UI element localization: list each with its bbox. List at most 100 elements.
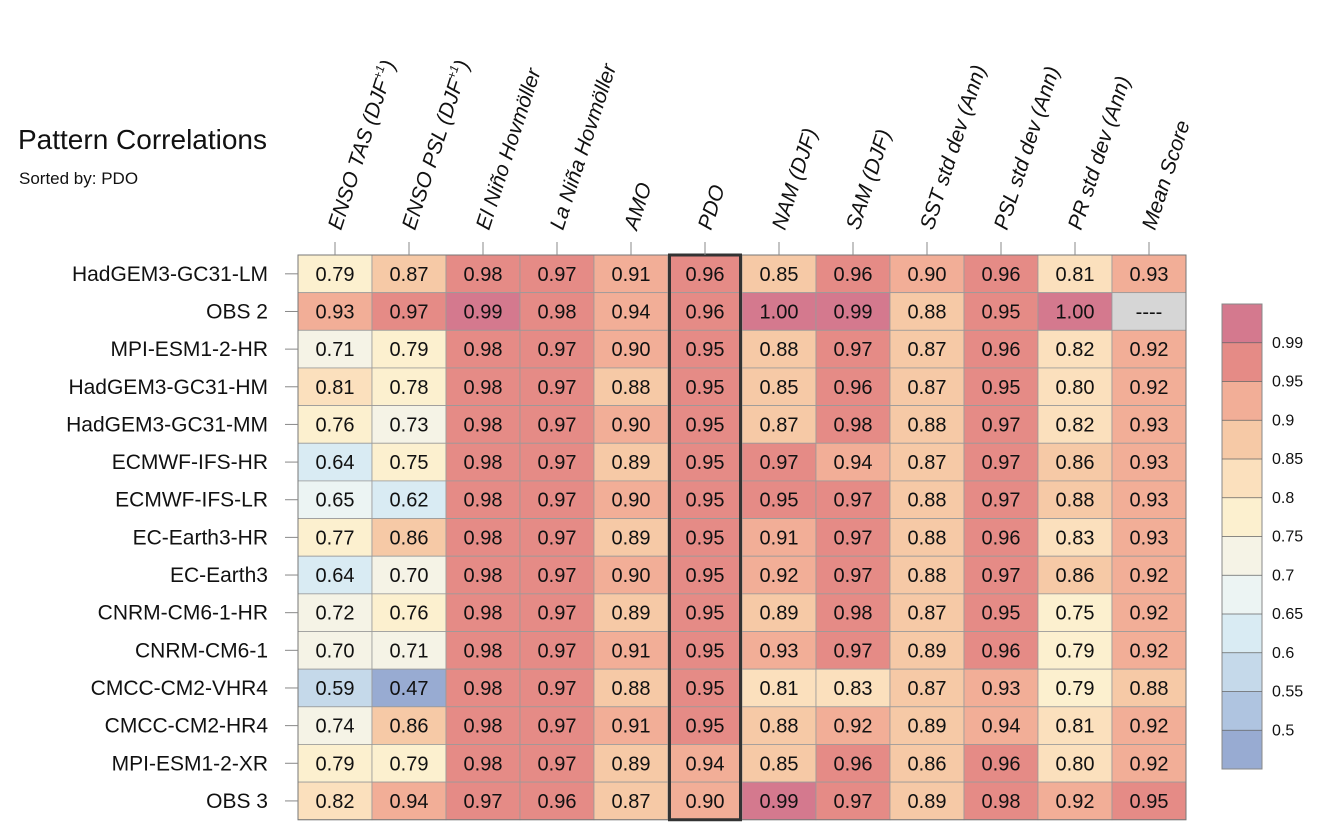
cell-value: 0.97 xyxy=(538,264,577,286)
cell-value: 0.97 xyxy=(538,490,577,512)
heatmap-cell xyxy=(445,555,521,595)
cell-value: 0.89 xyxy=(760,603,799,625)
cell-value: 0.90 xyxy=(612,339,651,361)
cell-value: 0.90 xyxy=(686,791,725,813)
cell-value: 0.62 xyxy=(390,490,429,512)
cell-value: 0.93 xyxy=(1130,527,1169,549)
cell-value: 0.94 xyxy=(612,301,651,323)
heatmap-cell xyxy=(1037,254,1113,294)
cell-value: 0.79 xyxy=(316,264,355,286)
cell-value: 0.92 xyxy=(1130,603,1169,625)
cell-value: 0.94 xyxy=(982,716,1021,738)
heatmap-cell xyxy=(519,555,595,595)
heatmap-cell xyxy=(593,329,669,369)
colorbar-segment xyxy=(1222,381,1262,421)
cell-value: 0.92 xyxy=(1056,791,1095,813)
cell-value: 0.81 xyxy=(316,377,355,399)
cell-value: 0.89 xyxy=(908,640,947,662)
colorbar-label: 0.55 xyxy=(1272,684,1303,701)
heatmap-cell xyxy=(889,518,965,557)
heatmap-cell xyxy=(1037,631,1113,670)
cell-value: 0.86 xyxy=(908,753,947,775)
cell-value: 0.88 xyxy=(612,678,651,700)
heatmap-cell xyxy=(667,781,743,821)
heatmap-cell xyxy=(667,555,743,595)
cell-value: 0.72 xyxy=(316,603,355,625)
cell-value: 0.95 xyxy=(686,565,725,587)
heatmap-cell xyxy=(1037,292,1113,331)
heatmap-cell xyxy=(1111,781,1187,821)
heatmap-cell xyxy=(667,405,743,444)
heatmap-cell xyxy=(889,442,965,482)
heatmap-cell xyxy=(445,706,521,745)
cell-value: 0.89 xyxy=(612,527,651,549)
heatmap-cell xyxy=(519,292,595,331)
heatmap-cell xyxy=(963,668,1039,708)
heatmap-cell xyxy=(889,631,965,670)
cell-value: 0.97 xyxy=(834,527,873,549)
chart-title: Pattern Correlations xyxy=(18,124,268,155)
heatmap-cell xyxy=(963,329,1039,369)
cell-value: 0.95 xyxy=(686,603,725,625)
heatmap-cell xyxy=(963,593,1039,632)
colorbar-segment xyxy=(1222,691,1262,731)
heatmap-cell xyxy=(445,781,521,821)
column-label-sst-std-dev-ann: SST std dev (Ann) xyxy=(916,62,991,232)
cell-value: 0.87 xyxy=(908,339,947,361)
heatmap-cell xyxy=(519,480,595,519)
column-label-enso-psl-djf: ENSO PSL (DJF+1) xyxy=(396,57,474,233)
heatmap-cell xyxy=(371,518,447,557)
heatmap-cell xyxy=(445,518,521,557)
column-label-pdo: PDO xyxy=(694,182,730,232)
row-labels: HadGEM3-GC31-LM OBS 2 MPI-ESM1-2-HR HadGEM3… xyxy=(66,263,298,813)
row-label: CMCC-CM2-VHR4 xyxy=(91,677,269,700)
cell-value: 0.96 xyxy=(982,264,1021,286)
cell-value: 0.97 xyxy=(834,490,873,512)
heatmap-cell xyxy=(889,329,965,369)
cell-value: 0.81 xyxy=(1056,264,1095,286)
cell-value: 0.76 xyxy=(316,414,355,436)
cell-value: 0.95 xyxy=(686,640,725,662)
cell-value: 0.98 xyxy=(464,527,503,549)
cell-value: 0.88 xyxy=(908,490,947,512)
cell-value: 0.98 xyxy=(982,791,1021,813)
heatmap-cell xyxy=(1111,442,1187,482)
heatmap-cell xyxy=(963,480,1039,519)
cell-value: 0.83 xyxy=(834,678,873,700)
cell-value: 0.87 xyxy=(760,414,799,436)
heatmap-cell xyxy=(815,555,891,595)
cell-value: 0.81 xyxy=(760,678,799,700)
heatmap-cell xyxy=(815,480,891,519)
cell-value: 0.97 xyxy=(538,339,577,361)
cell-value: 0.86 xyxy=(1056,452,1095,474)
cell-value: 0.98 xyxy=(464,640,503,662)
column-label-psl-std-dev-ann: PSL std dev (Ann) xyxy=(990,64,1064,233)
cell-value: 0.98 xyxy=(464,377,503,399)
heatmap-cell xyxy=(1037,480,1113,519)
cell-value: 0.87 xyxy=(908,377,947,399)
colorbar-segment xyxy=(1222,575,1262,615)
heatmap-cell xyxy=(1037,405,1113,444)
cell-value: 0.93 xyxy=(316,301,355,323)
cell-value: 0.95 xyxy=(686,716,725,738)
cell-value: 0.89 xyxy=(612,452,651,474)
heatmap-cell xyxy=(667,631,743,670)
heatmap-cell xyxy=(519,744,595,783)
colorbar-segment xyxy=(1222,497,1262,537)
heatmap-cell xyxy=(297,367,373,407)
heatmap-cell xyxy=(297,442,373,482)
heatmap-cell xyxy=(445,631,521,670)
heatmap-cell xyxy=(1111,631,1187,670)
heatmap-cell xyxy=(889,781,965,821)
cell-value: 0.86 xyxy=(390,527,429,549)
cell-value: 0.75 xyxy=(390,452,429,474)
cell-value: 0.47 xyxy=(390,678,429,700)
cell-value: 0.98 xyxy=(464,716,503,738)
cell-value: 0.79 xyxy=(1056,640,1095,662)
cell-value: 0.87 xyxy=(612,791,651,813)
cell-value: 0.87 xyxy=(908,603,947,625)
heatmap-cell xyxy=(371,593,447,632)
cell-value: 0.97 xyxy=(538,414,577,436)
cell-value: 0.87 xyxy=(390,264,429,286)
